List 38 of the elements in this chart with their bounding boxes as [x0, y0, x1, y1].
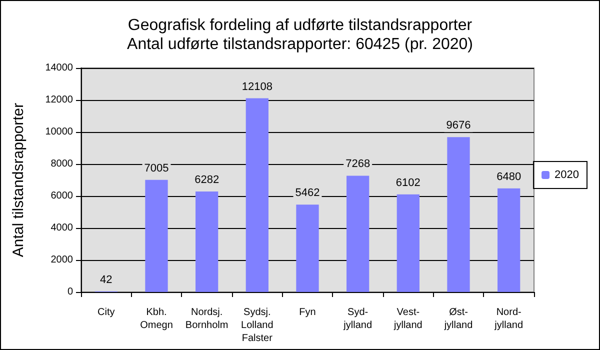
legend-label: 2020 [554, 169, 580, 181]
chart-subtitle: Antal udførte tilstandsrapporter: 60425 (pr. 2020) [127, 36, 473, 53]
x-tick-label: Nord- jylland [494, 307, 524, 331]
y-tick-label: 12000 [45, 94, 74, 106]
y-tick-label: 2000 [50, 254, 74, 266]
y-tick-label: 0 [67, 286, 74, 298]
bar [246, 98, 268, 292]
bar [196, 191, 218, 292]
data-label: 6102 [396, 176, 420, 189]
bar [346, 176, 370, 292]
data-label: 42 [100, 274, 112, 286]
x-tick-label: Syd- jylland [342, 307, 372, 331]
bar [296, 204, 319, 292]
x-tick-label: Øst- jylland [443, 307, 473, 331]
x-tick-label: Fyn [299, 307, 316, 318]
x-tick-label: Vest- jylland [392, 307, 422, 331]
y-tick-label: 8000 [50, 158, 74, 170]
data-label: 6282 [194, 174, 220, 186]
bar [498, 188, 520, 292]
bar [396, 194, 420, 292]
data-label: 9676 [446, 120, 471, 132]
data-label: 7268 [346, 158, 370, 170]
data-label: 6480 [496, 170, 522, 183]
bar [145, 180, 168, 292]
y-tick-label: 6000 [50, 190, 74, 202]
y-tick-label: 14000 [45, 62, 74, 74]
y-tick-label: 10000 [45, 126, 74, 138]
data-label: 7005 [144, 162, 169, 174]
data-label: 12108 [242, 80, 272, 93]
y-axis-title: Antal tilstandsrapporter [10, 102, 27, 258]
x-tick-label: City [98, 307, 115, 318]
x-tick-label: Sydsj. Lolland Falster [241, 307, 274, 344]
x-tick-label: Nordsj. Bornholm [185, 307, 228, 331]
x-tick-label: Kbh. Omegn [140, 307, 173, 331]
y-tick-label: 4000 [50, 222, 74, 234]
bar [447, 137, 470, 292]
data-label: 5462 [295, 187, 320, 200]
chart-title: Geografisk fordeling af udførte tilstandsrapporter [128, 17, 473, 34]
